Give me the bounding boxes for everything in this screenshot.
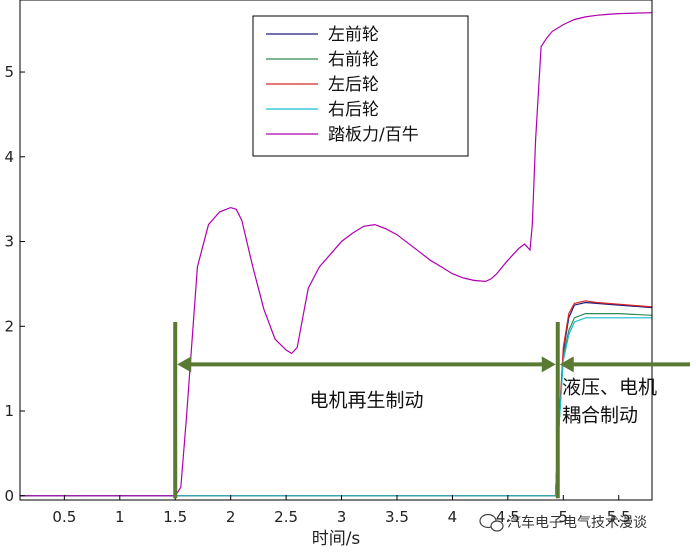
x-tick-label-6: 3.5 [385, 508, 409, 526]
regen-brake-arrowhead-right [541, 356, 556, 373]
legend-label-0: 左前轮 [328, 25, 379, 45]
x-tick-label-0: 0.5 [52, 508, 76, 526]
regen-brake-arrowhead-left [177, 356, 192, 373]
y-tick-label-3: 3 [4, 233, 14, 251]
wechat-icon [479, 513, 504, 532]
hydraulic-brake-arrowhead [559, 356, 574, 373]
y-tick-label-2: 2 [4, 317, 14, 335]
x-tick-label-10: 5.5 [607, 508, 631, 526]
legend-label-4: 踏板力/百牛 [328, 125, 419, 145]
x-tick-label-4: 2.5 [274, 508, 298, 526]
regen-brake-label: 电机再生制动 [309, 389, 423, 411]
ticks-layer: 0.5 1 1.5 2 2.5 3 3.5 4 4.5 5 5.5 0 1 2 3 4 5 [4, 63, 630, 526]
legend-label-1: 右前轮 [328, 50, 379, 70]
watermark: 汽车电子电气技术漫谈 [479, 513, 647, 532]
hydraulic-brake-label-line1: 液压、电机 [562, 376, 657, 398]
y-tick-label-0: 0 [4, 487, 14, 505]
x-tick-label-5: 3 [337, 508, 347, 526]
hydraulic-brake-label-line2: 耦合制动 [562, 404, 638, 426]
x-tick-label-8: 4.5 [496, 508, 520, 526]
x-tick-label-7: 4 [448, 508, 458, 526]
x-axis-label: 时间/s [312, 529, 361, 549]
legend-label-2: 左后轮 [328, 75, 379, 95]
x-tick-label-9: 5 [559, 508, 569, 526]
y-tick-label-1: 1 [4, 402, 14, 420]
y-tick-label-4: 4 [4, 148, 14, 166]
x-tick-label-3: 2 [226, 508, 236, 526]
plot-frame [19, 0, 653, 501]
y-tick-label-5: 5 [4, 63, 14, 81]
x-tick-label-2: 1.5 [163, 508, 187, 526]
legend-label-3: 右后轮 [328, 100, 379, 120]
series-line-4 [20, 12, 652, 497]
legend-box [252, 15, 469, 157]
x-tick-label-1: 1 [115, 508, 125, 526]
watermark-text: 汽车电子电气技术漫谈 [507, 514, 647, 531]
